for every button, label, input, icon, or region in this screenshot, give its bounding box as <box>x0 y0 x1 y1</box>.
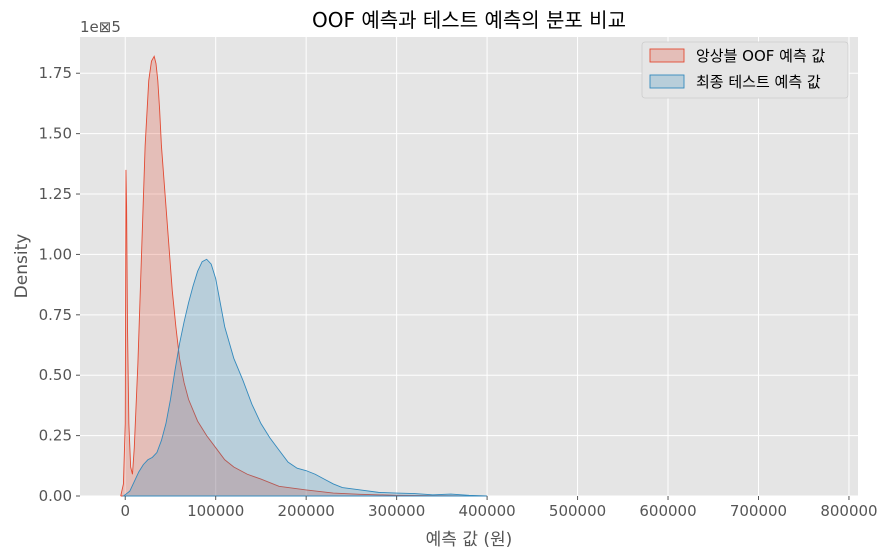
y-tick-label: 1.75 <box>39 64 72 82</box>
x-tick-label: 100000 <box>187 502 244 520</box>
y-axis-label: Density <box>12 234 32 299</box>
x-axis-ticks: 0 100000 200000 300000 400000 500000 600000 700… <box>120 496 878 520</box>
legend-label-test: 최종 테스트 예측 값 <box>696 73 821 91</box>
x-tick-label: 0 <box>120 502 130 520</box>
x-tick-label: 800000 <box>820 502 877 520</box>
x-tick-label: 400000 <box>458 502 515 520</box>
y-tick-label: 0.50 <box>39 366 72 384</box>
y-tick-label: 0.75 <box>39 306 72 324</box>
x-tick-label: 300000 <box>368 502 425 520</box>
chart-title: OOF 예측과 테스트 예측의 분포 비교 <box>312 8 626 32</box>
density-area-test <box>122 258 488 497</box>
y-axis-ticks: 0.00 0.25 0.50 0.75 1.00 1.25 1.50 1.75 <box>39 64 80 505</box>
y-offset-label: 1e⊠5 <box>80 18 121 36</box>
x-tick-label: 200000 <box>278 502 335 520</box>
series-areas <box>120 55 488 497</box>
x-tick-label: 600000 <box>639 502 696 520</box>
x-tick-label: 500000 <box>549 502 606 520</box>
y-tick-label: 0.25 <box>39 427 72 445</box>
legend-swatch-test <box>649 74 685 89</box>
y-tick-label: 1.25 <box>39 185 72 203</box>
legend-label-oof: 앙상블 OOF 예측 값 <box>696 47 826 65</box>
y-tick-label: 0.00 <box>39 487 72 505</box>
y-tick-label: 1.00 <box>39 245 72 263</box>
plot-background <box>80 37 858 496</box>
legend: 앙상블 OOF 예측 값 최종 테스트 예측 값 <box>641 41 849 99</box>
legend-frame <box>641 41 849 99</box>
x-tick-label: 700000 <box>730 502 787 520</box>
x-axis-label: 예측 값 (원) <box>426 530 513 550</box>
y-tick-label: 1.50 <box>39 125 72 143</box>
legend-swatch-oof <box>649 48 685 63</box>
